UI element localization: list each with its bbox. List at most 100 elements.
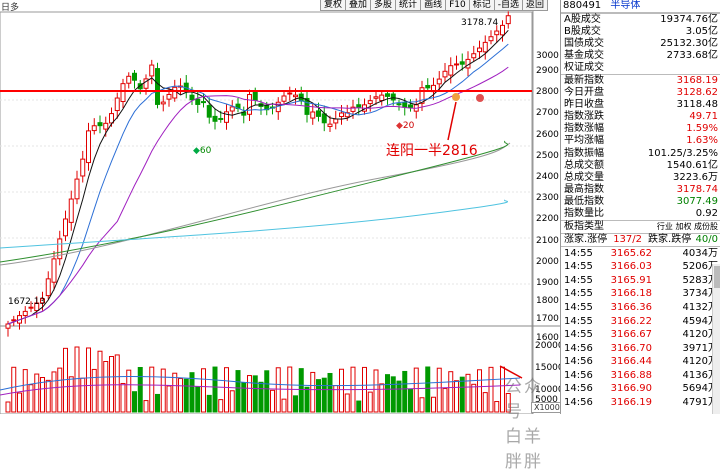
- up-candle: [63, 218, 68, 237]
- volume-bar: [34, 373, 40, 413]
- volume-bar: [241, 382, 247, 413]
- scrollbar-thumb[interactable]: [714, 266, 720, 288]
- volume-bar: [454, 380, 459, 413]
- tick-price: 3166.67: [610, 329, 652, 341]
- tick-price: 3166.19: [610, 396, 652, 408]
- volume-bar: [218, 399, 224, 413]
- up-candle: [477, 47, 482, 53]
- up-candle: [454, 63, 459, 66]
- tick-vol: 4136万: [682, 369, 718, 381]
- volume-arrow: [499, 365, 523, 379]
- volume-bar: [206, 394, 212, 413]
- stat-value: 49.71: [689, 111, 718, 123]
- down-candle: [396, 103, 402, 106]
- stat-value: 2733.68亿: [666, 50, 718, 62]
- down-candle: [321, 113, 327, 124]
- volume-bar: [201, 368, 206, 413]
- down-candle: [132, 72, 137, 81]
- up-candle: [448, 65, 454, 76]
- toolbar-button-8[interactable]: 返回: [521, 0, 548, 11]
- up-candle: [68, 198, 74, 223]
- stat-row: 最高指数 3178.74: [561, 184, 720, 196]
- volume-bar: [97, 350, 103, 413]
- up-candle: [109, 113, 114, 124]
- up-candle: [22, 310, 28, 317]
- toolbar-button-6[interactable]: 标记: [468, 0, 495, 11]
- volume-bar: [373, 369, 379, 413]
- volume-bar: [132, 391, 137, 413]
- tick-scrollbar[interactable]: [712, 264, 720, 414]
- stat-row: 指数振幅 101.25/3.25%: [561, 148, 720, 160]
- volume-bar: [166, 385, 172, 413]
- tick-row: 14:55 3166.18 3734万: [561, 287, 720, 301]
- volume-bar: [183, 378, 189, 413]
- volume-bar: [356, 400, 362, 413]
- up-candle: [74, 178, 80, 200]
- volume-bar: [321, 377, 327, 413]
- price-tick-label: 1700: [536, 314, 559, 324]
- up-candle: [160, 101, 166, 105]
- tick-price: 3165.91: [610, 274, 652, 286]
- volume-ma: [0, 376, 521, 391]
- toolbar-button-0[interactable]: 复权: [320, 0, 347, 11]
- volume-bar: [126, 369, 132, 413]
- board-type-options[interactable]: 行业 加权 成份股: [656, 221, 718, 231]
- volume-bar: [500, 366, 505, 413]
- up-candle: [120, 83, 126, 103]
- up-candle: [57, 238, 63, 260]
- volume-bar: [465, 373, 471, 413]
- toolbar-button-4[interactable]: 画线: [420, 0, 447, 11]
- stat-value: 0.92: [695, 207, 718, 219]
- rise-value: 137/2: [613, 233, 643, 245]
- tick-row: 14:55 3166.67 4120万: [561, 328, 720, 342]
- price-tick-label: 2700: [536, 108, 559, 118]
- volume-bar: [212, 366, 218, 413]
- period-label: 日多: [1, 3, 20, 13]
- up-candle: [34, 302, 40, 312]
- stat-label: 指数涨跌: [564, 111, 604, 123]
- up-candle: [126, 75, 132, 84]
- up-candle: [327, 123, 333, 127]
- volume-bar: [155, 393, 160, 413]
- up-candle: [5, 323, 11, 329]
- marker-dot: [452, 93, 460, 101]
- up-candle: [114, 97, 120, 112]
- stat-value: 19374.76亿: [660, 14, 718, 25]
- tick-time: 14:55: [564, 315, 593, 327]
- up-candle: [482, 41, 488, 53]
- price-tick-label: 1800: [536, 296, 559, 306]
- volume-bar: [86, 347, 91, 413]
- down-candle: [206, 105, 212, 118]
- stat-row: 最低指数 3077.49: [561, 196, 720, 208]
- volume-bar: [103, 361, 109, 413]
- stat-row: 总成交量 3223.6万: [561, 172, 720, 184]
- stat-row: 指数涨跌 49.71: [561, 111, 720, 123]
- up-candle: [379, 94, 385, 102]
- volume-bar: [344, 393, 350, 413]
- down-candle: [195, 98, 201, 105]
- tick-vol: 3971万: [682, 342, 718, 354]
- down-candle: [408, 104, 413, 108]
- volume-bar: [17, 392, 22, 413]
- toolbar-button-1[interactable]: 叠加: [345, 0, 372, 11]
- up-candle: [500, 24, 505, 36]
- kline-chart[interactable]: [0, 0, 560, 414]
- kline-chart-area[interactable]: 复权 叠加 多股 统计 画线 F10 标记 -自选 返回 日多 3178.74 1672.13 …: [0, 0, 564, 472]
- tick-vol: 5694万: [682, 383, 718, 395]
- stat-label: 最新指数: [564, 75, 604, 87]
- tick-list[interactable]: 14:55 3165.62 4034万 14:55 3166.03 5206万 14:55 3…: [561, 247, 720, 410]
- index-name[interactable]: 半导体: [610, 0, 641, 11]
- volume-bar: [137, 367, 143, 413]
- up-candle: [339, 112, 344, 118]
- up-candle: [166, 93, 172, 100]
- down-candle: [155, 68, 160, 105]
- volume-bar: [459, 376, 465, 413]
- toolbar-button-5[interactable]: F10: [445, 0, 470, 11]
- ma20-line: [7, 66, 509, 325]
- volume-bar: [224, 367, 229, 413]
- toolbar-button-2[interactable]: 多股: [370, 0, 397, 11]
- toolbar-button-3[interactable]: 统计: [395, 0, 422, 11]
- toolbar-button-7[interactable]: -自选: [493, 0, 523, 11]
- volume-tick-label: 10000: [535, 385, 564, 395]
- stat-row: 今日开盘 3128.62: [561, 87, 720, 99]
